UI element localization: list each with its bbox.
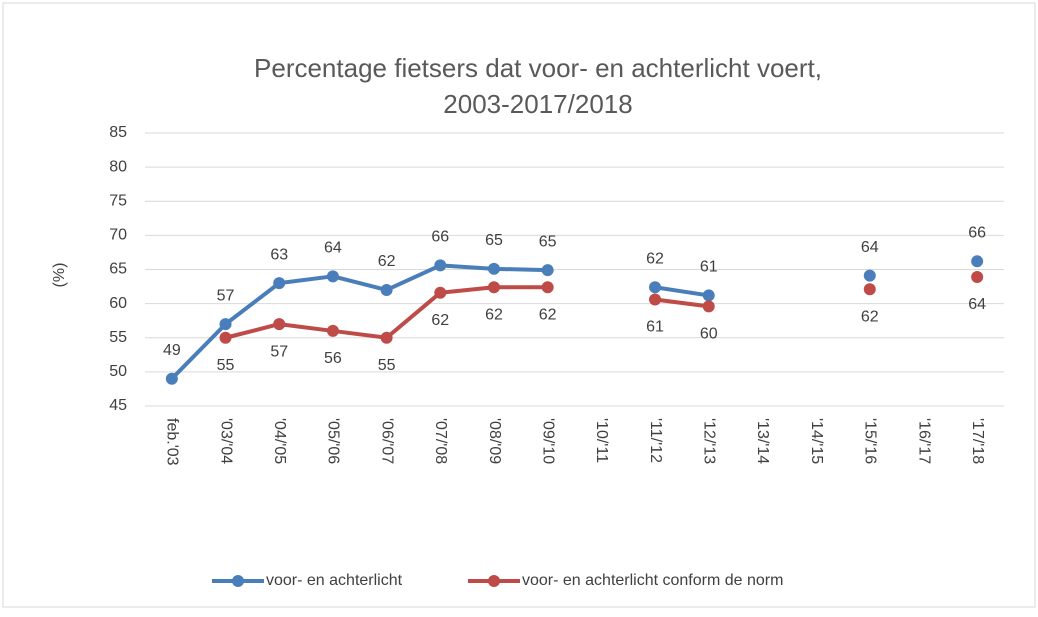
y-tick-label: 70 <box>109 227 127 244</box>
data-point <box>273 277 286 290</box>
data-point <box>863 269 876 282</box>
y-tick-label: 65 <box>109 261 127 278</box>
data-point <box>219 318 232 331</box>
y-axis-label: (%) <box>51 263 68 288</box>
x-tick-label: '15/'16 <box>862 418 879 464</box>
x-tick-label: '13/'14 <box>754 418 771 464</box>
data-label: 64 <box>861 239 879 256</box>
data-point <box>219 331 232 344</box>
data-label: 62 <box>431 312 449 329</box>
data-point <box>273 318 286 331</box>
data-point <box>863 283 876 296</box>
data-label: 65 <box>485 232 503 249</box>
x-tick-label: feb.'03 <box>164 418 181 466</box>
data-label: 63 <box>270 246 288 263</box>
data-label: 55 <box>217 357 235 374</box>
data-point <box>971 271 984 284</box>
x-tick-label: '12/'13 <box>700 418 717 464</box>
x-tick-label: '03/'04 <box>217 418 234 464</box>
y-tick-label: 45 <box>109 397 127 414</box>
x-tick-label: '09/'10 <box>539 418 556 464</box>
data-label: 64 <box>324 240 342 257</box>
x-tick-label: '06/'07 <box>378 418 395 464</box>
x-tick-label: '05/'06 <box>325 418 342 464</box>
x-tick-label: '16/'17 <box>915 418 932 464</box>
data-point <box>165 372 178 385</box>
data-label: 62 <box>485 306 503 323</box>
x-tick-label: '17/'18 <box>969 418 986 464</box>
data-label: 66 <box>968 225 986 242</box>
data-label: 60 <box>700 326 718 343</box>
data-label: 62 <box>539 306 557 323</box>
chart-border <box>2 2 1036 608</box>
data-label: 62 <box>378 253 396 270</box>
data-point <box>649 281 662 294</box>
data-label: 61 <box>646 319 664 336</box>
data-point <box>487 262 500 275</box>
data-point <box>434 286 447 299</box>
legend-label: voor- en achterlicht <box>266 572 403 589</box>
data-label: 64 <box>968 296 986 313</box>
y-tick-label: 85 <box>109 124 127 141</box>
data-point <box>971 255 984 268</box>
y-tick-label: 50 <box>109 363 127 380</box>
data-point <box>380 331 393 344</box>
x-tick-label: '10/'11 <box>593 418 610 463</box>
data-point <box>434 259 447 272</box>
x-tick-label: '14/'15 <box>808 418 825 464</box>
legend-label: voor- en achterlicht conform de norm <box>522 572 783 589</box>
data-point <box>702 300 715 313</box>
y-tick-label: 60 <box>109 295 127 312</box>
data-label: 62 <box>861 309 879 326</box>
data-label: 62 <box>646 250 664 267</box>
x-tick-label: '08/'09 <box>486 418 503 464</box>
data-point <box>702 289 715 302</box>
x-tick-label: '04/'05 <box>271 418 288 464</box>
data-label: 57 <box>217 287 235 304</box>
data-label: 55 <box>378 357 396 374</box>
legend-marker <box>488 575 500 587</box>
data-label: 66 <box>431 229 449 246</box>
chart-title: 2003-2017/2018 <box>443 89 632 119</box>
data-point <box>649 293 662 306</box>
data-point <box>541 264 554 277</box>
chart-title: Percentage fietsers dat voor- en achterl… <box>254 53 822 83</box>
data-point <box>380 283 393 296</box>
x-tick-label: '11/'12 <box>647 418 664 463</box>
data-label: 65 <box>539 233 557 250</box>
data-point <box>487 281 500 294</box>
data-label: 61 <box>700 259 718 276</box>
data-label: 57 <box>270 343 288 360</box>
data-point <box>541 281 554 294</box>
legend-marker <box>232 575 244 587</box>
data-point <box>326 324 339 337</box>
x-tick-label: '07/'08 <box>432 418 449 464</box>
y-tick-label: 75 <box>109 192 127 209</box>
y-tick-label: 55 <box>109 329 127 346</box>
data-point <box>326 270 339 283</box>
data-label: 49 <box>163 342 181 359</box>
data-label: 56 <box>324 350 342 367</box>
y-tick-label: 80 <box>109 158 127 175</box>
